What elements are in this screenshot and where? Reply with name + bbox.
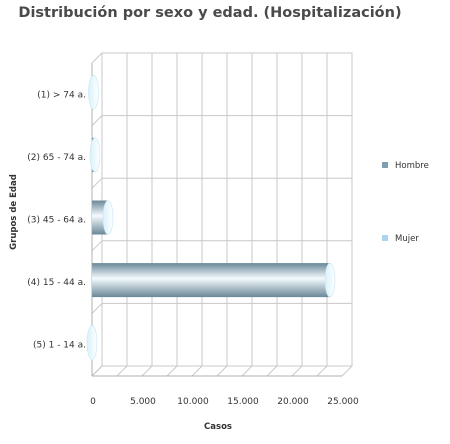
side-wall-line — [91, 115, 103, 126]
y-category-label: (5) 1 - 14 a. — [33, 341, 86, 351]
x-tick-label: 25.000 — [327, 397, 359, 407]
chart-title: Distribución por sexo y edad. (Hospitali… — [18, 5, 402, 21]
floor-line — [266, 365, 278, 377]
x-axis-title: Casos — [204, 422, 232, 432]
floor-line — [191, 365, 203, 377]
x-tick-label: 0 — [90, 397, 96, 407]
x-tick-label: 20.000 — [277, 397, 309, 407]
side-wall-line — [91, 365, 103, 377]
floor-line — [341, 365, 353, 377]
floor-line — [141, 365, 153, 377]
floor-line — [241, 365, 253, 377]
legend-swatch-mujer — [382, 235, 388, 241]
legend-label-mujer: Mujer — [395, 234, 419, 244]
bar-end-cap — [88, 75, 99, 110]
bar-end-cap — [86, 325, 98, 361]
legend: Hombre Mujer — [382, 161, 429, 244]
side-wall-line — [91, 52, 103, 64]
bar-end-cap — [324, 262, 336, 298]
side-wall-line — [91, 177, 103, 189]
legend-swatch-hombre — [382, 162, 388, 168]
side-wall-line — [91, 240, 103, 252]
x-tick-label: 5.000 — [130, 397, 156, 407]
grid — [91, 52, 353, 377]
floor-line — [316, 365, 328, 377]
y-category-label: (3) 45 - 64 a. — [27, 216, 86, 226]
floor-line — [166, 365, 178, 377]
bar-end-cap — [89, 137, 101, 173]
y-axis-title: Grupos de Edad — [9, 174, 19, 250]
floor-line — [116, 365, 128, 377]
x-tick-label: 10.000 — [177, 397, 209, 407]
bar-end-cap — [102, 200, 114, 235]
floor-line — [291, 365, 303, 377]
bars — [86, 75, 336, 361]
floor-line — [216, 365, 228, 377]
axis-labels: 0 5.000 10.000 15.000 20.000 25.000 (1) > 74 a… — [27, 90, 359, 407]
y-category-label: (2) 65 - 74 a. — [27, 153, 86, 163]
side-wall-line — [91, 303, 103, 314]
legend-label-hombre: Hombre — [395, 161, 429, 171]
y-category-label: (1) > 74 a. — [37, 90, 86, 100]
y-category-label: (4) 15 - 44 a. — [27, 278, 86, 288]
bar-hombre — [92, 263, 330, 298]
x-tick-label: 15.000 — [227, 397, 259, 407]
